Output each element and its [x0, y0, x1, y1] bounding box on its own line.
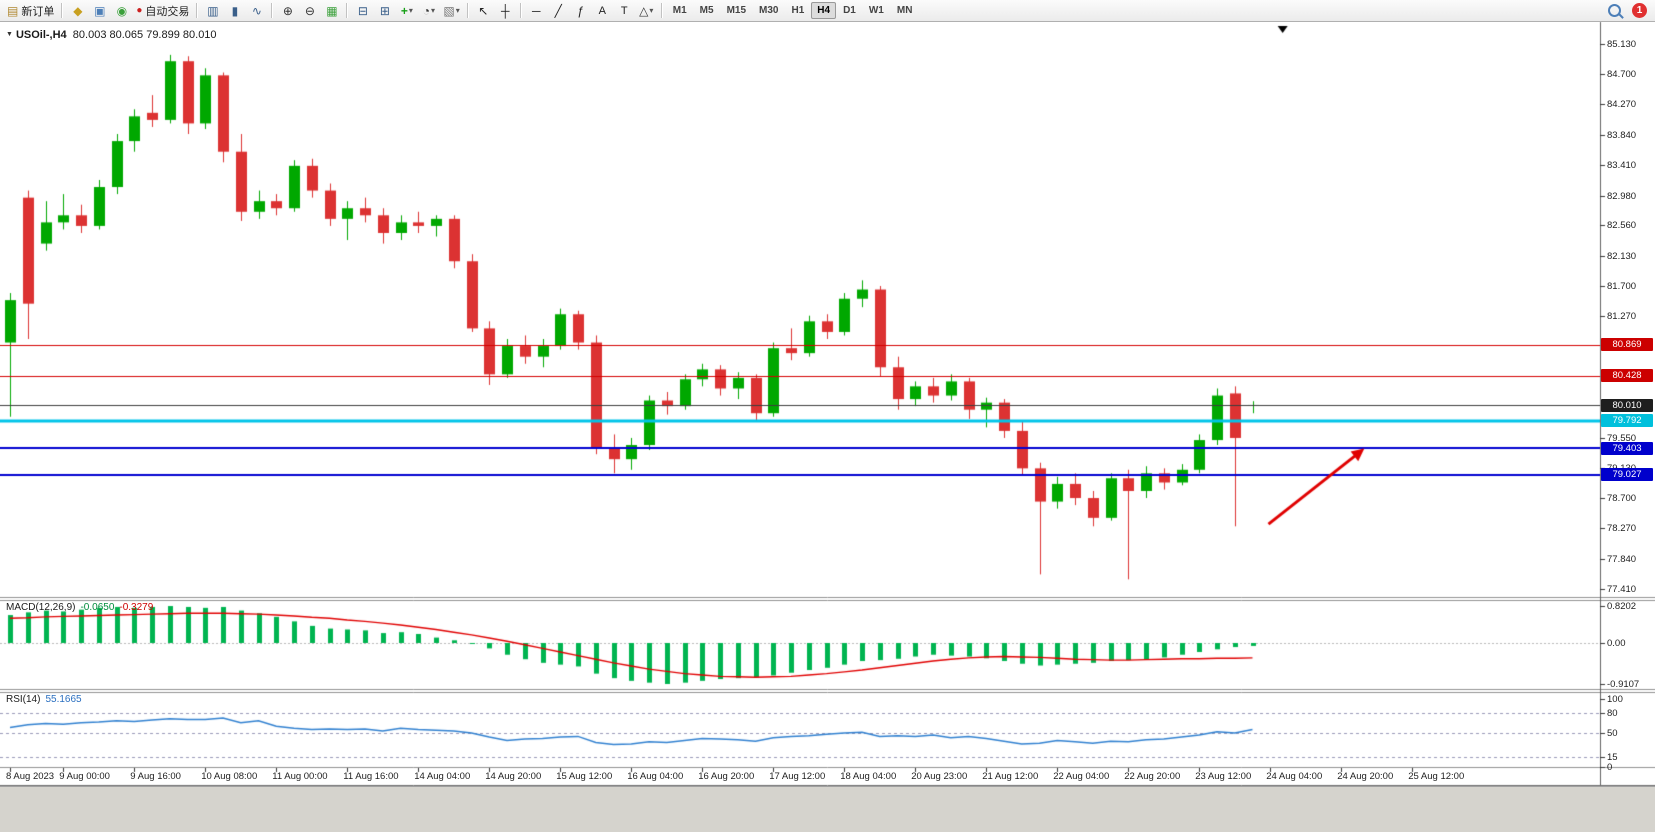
- toolbar-separator: [519, 3, 522, 18]
- horizontal-line-icon: ─: [531, 3, 541, 18]
- candlestick-chart-button[interactable]: ▮: [224, 1, 245, 20]
- timeframe-button-d1[interactable]: D1: [837, 2, 862, 19]
- chevron-down-icon: ▾: [431, 6, 436, 15]
- ohlc-values: 80.003 80.065 79.899 80.010: [72, 29, 217, 41]
- zoom-in-icon: ⊕: [282, 3, 293, 18]
- macd-signal-value: -0.3279: [119, 602, 154, 613]
- profile-icon: ▣: [94, 3, 106, 18]
- text-tool-icon: A: [598, 4, 606, 17]
- timeframe-button-m5[interactable]: M5: [694, 2, 720, 19]
- line-chart-icon: ∿: [251, 3, 262, 18]
- rsi-label-bar: RSI(14) 55.1665: [6, 694, 82, 705]
- line-chart-button[interactable]: ∿: [246, 1, 267, 20]
- toolbar: ▤ 新订单 ◆ ▣ ◉ ● 自动交易 ▥ ▮ ∿ ⊕ ⊖ ▦ ⊟ ⊞ + ▾ ◔…: [0, 0, 1655, 22]
- candlestick-chart-icon: ▮: [231, 3, 239, 18]
- indicators-icon: +: [400, 3, 408, 18]
- rsi-value: 55.1665: [45, 694, 82, 705]
- rsi-label: RSI(14): [6, 694, 41, 705]
- fibonacci-tool-button[interactable]: ƒ: [570, 1, 591, 20]
- toolbar-separator: [346, 3, 349, 18]
- fibonacci-icon: ƒ: [576, 3, 584, 18]
- toolbar-separator: [271, 3, 274, 18]
- timeframe-button-h1[interactable]: H1: [785, 2, 810, 19]
- templates-button[interactable]: ▧ ▾: [440, 1, 462, 20]
- toolbar-separator: [61, 3, 64, 18]
- tile-windows-button[interactable]: ▦: [321, 1, 342, 20]
- shapes-icon: △: [639, 3, 649, 18]
- toolbar-separator: [660, 3, 663, 18]
- timeframe-button-h4[interactable]: H4: [811, 2, 837, 19]
- crosshair-icon: ┼: [500, 3, 510, 18]
- periods-icon: ◔: [422, 3, 430, 18]
- trendline-icon: ╱: [554, 3, 562, 18]
- arrange-windows-icon: ⊞: [379, 3, 390, 18]
- profile-button[interactable]: ▣: [89, 1, 110, 20]
- chart-title-bar: ▼ USOil-,H4 80.003 80.065 79.899 80.010: [6, 29, 217, 41]
- new-order-icon: ▤: [7, 3, 19, 18]
- tile-windows-icon: ▦: [326, 3, 338, 18]
- cascade-windows-icon: ⊟: [357, 3, 368, 18]
- timeframe-button-w1[interactable]: W1: [863, 2, 890, 19]
- text-label-icon: T: [620, 4, 628, 17]
- cursor-tool-button[interactable]: ↖: [473, 1, 494, 20]
- crosshair-tool-button[interactable]: ┼: [495, 1, 516, 20]
- horizontal-line-tool-button[interactable]: ─: [526, 1, 547, 20]
- autotrading-button[interactable]: ● 自动交易: [133, 1, 192, 20]
- new-order-button[interactable]: ▤ 新订单: [4, 1, 57, 20]
- zoom-in-button[interactable]: ⊕: [277, 1, 298, 20]
- toolbar-separator: [196, 3, 199, 18]
- timeframe-group: M1 M5 M15 M30 H1 H4 D1 W1 MN: [667, 2, 919, 19]
- chevron-down-icon: ▾: [649, 6, 654, 15]
- cascade-windows-button[interactable]: ⊟: [352, 1, 373, 20]
- zoom-out-button[interactable]: ⊖: [299, 1, 320, 20]
- shapes-tool-button[interactable]: △ ▾: [636, 1, 657, 20]
- search-icon: [1608, 4, 1621, 17]
- autotrading-label: 自动交易: [145, 5, 190, 18]
- community-button[interactable]: ◉: [111, 1, 132, 20]
- text-label-tool-button[interactable]: T: [614, 1, 635, 20]
- trendline-tool-button[interactable]: ╱: [548, 1, 569, 20]
- timeframe-button-mn[interactable]: MN: [891, 2, 919, 19]
- symbol-period-label: USOil-,H4: [15, 29, 67, 41]
- autotrading-icon: ●: [136, 5, 143, 16]
- macd-label-bar: MACD(12,26,9) -0.0650 -0.3279: [6, 602, 153, 613]
- timeframe-button-m15[interactable]: M15: [721, 2, 752, 19]
- chevron-down-icon: ▾: [408, 6, 413, 15]
- templates-icon: ▧: [443, 3, 455, 18]
- zoom-out-icon: ⊖: [304, 3, 315, 18]
- metaquotes-button[interactable]: ◆: [67, 1, 88, 20]
- arrange-windows-button[interactable]: ⊞: [374, 1, 395, 20]
- timeframe-button-m1[interactable]: M1: [667, 2, 693, 19]
- status-strip: [0, 786, 1655, 832]
- new-order-label: 新订单: [21, 5, 55, 18]
- text-tool-button[interactable]: A: [592, 1, 613, 20]
- notification-badge[interactable]: 1: [1632, 3, 1647, 18]
- indicators-button[interactable]: + ▾: [396, 1, 417, 20]
- periods-button[interactable]: ◔ ▾: [418, 1, 439, 20]
- macd-main-value: -0.0650: [80, 602, 115, 613]
- timeframe-button-m30[interactable]: M30: [753, 2, 784, 19]
- community-icon: ◉: [116, 3, 128, 18]
- chart-expand-icon[interactable]: ▼: [6, 31, 13, 38]
- chevron-down-icon: ▾: [455, 6, 460, 15]
- bar-chart-button[interactable]: ▥: [202, 1, 223, 20]
- cursor-icon: ↖: [478, 3, 489, 18]
- toolbar-separator: [466, 3, 469, 18]
- search-button[interactable]: [1604, 1, 1625, 20]
- macd-label: MACD(12,26,9): [6, 602, 76, 613]
- bar-chart-icon: ▥: [207, 3, 219, 18]
- metaquotes-icon: ◆: [73, 3, 83, 18]
